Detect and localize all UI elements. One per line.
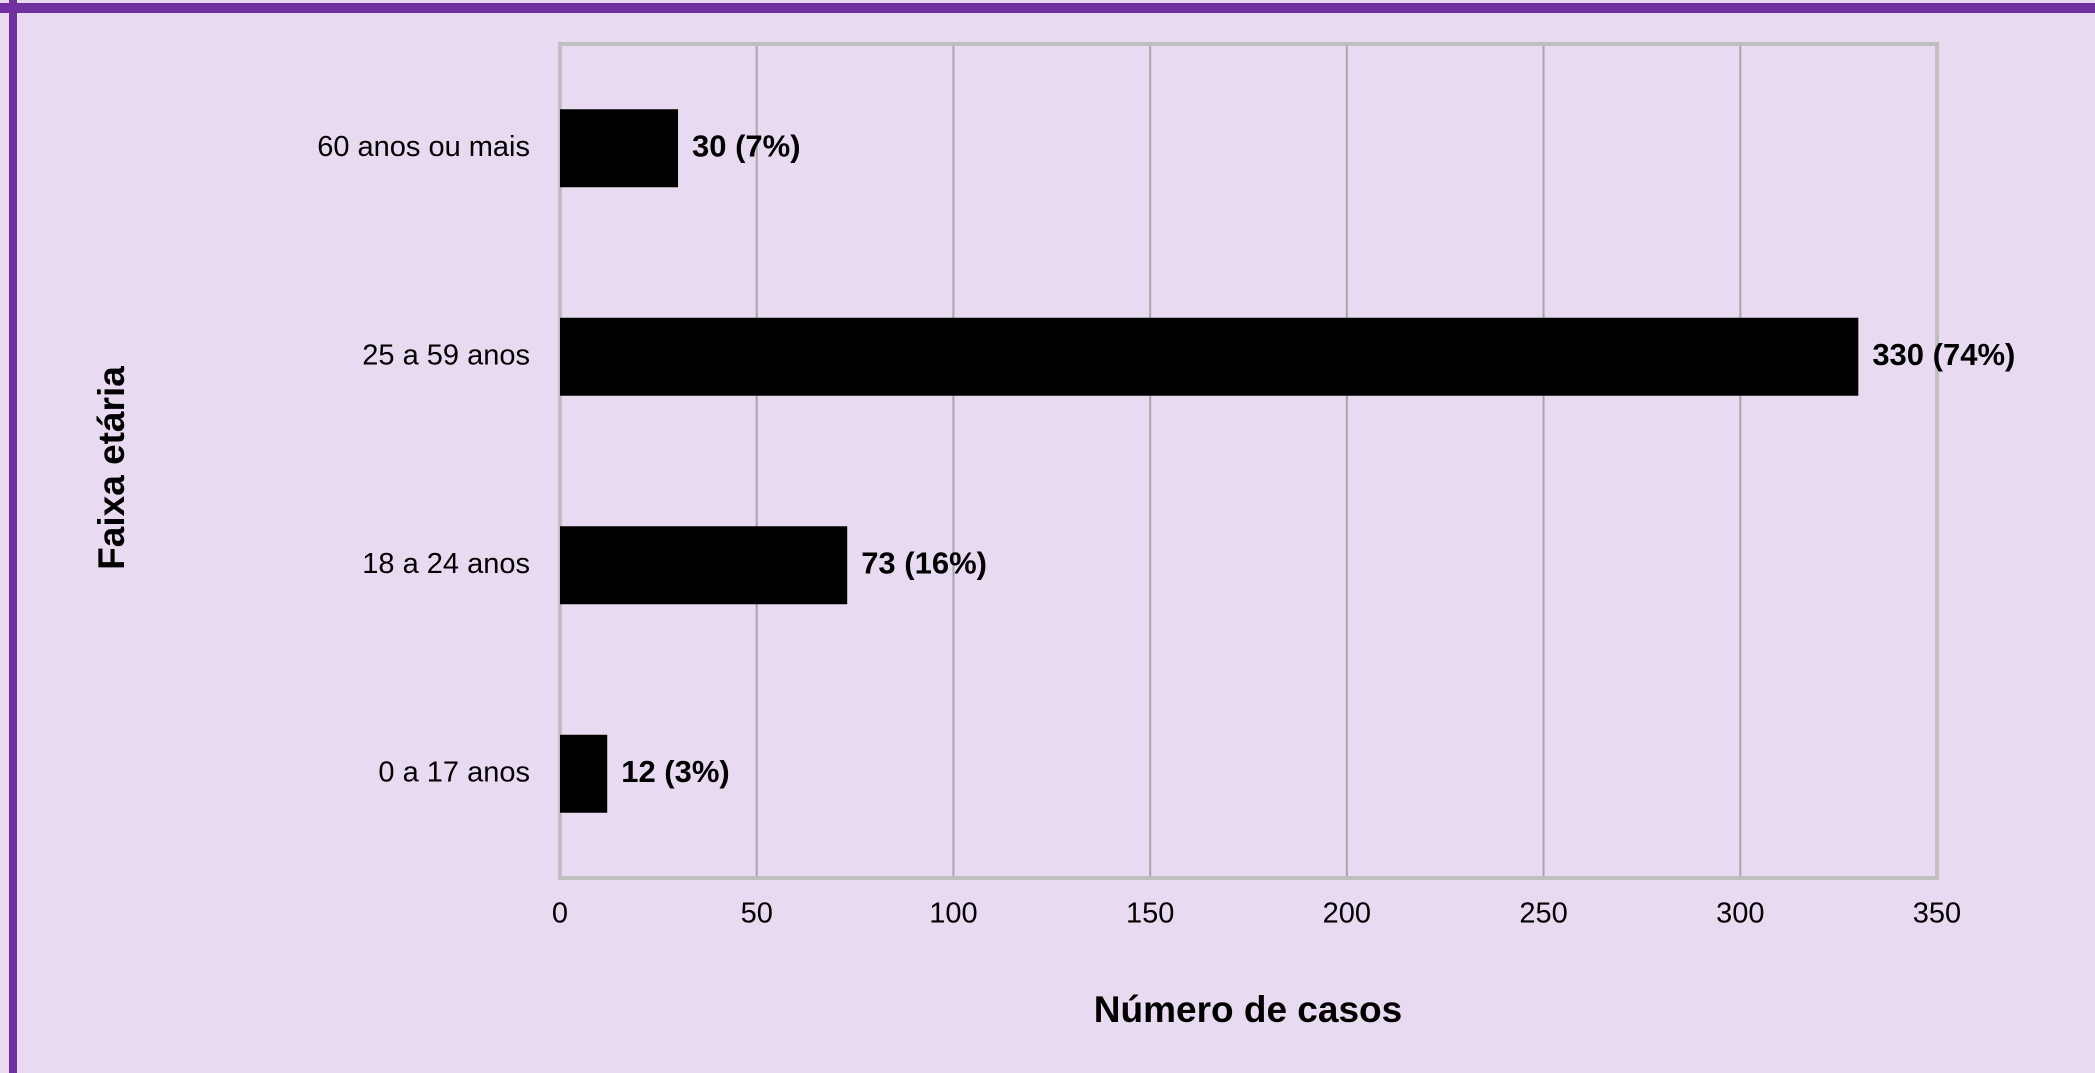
x-tick-label: 250 xyxy=(1519,898,1567,930)
data-label: 73 (16%) xyxy=(861,545,987,580)
data-label: 30 (7%) xyxy=(692,128,801,163)
x-tick-label: 100 xyxy=(929,898,977,930)
x-tick-label: 200 xyxy=(1323,898,1371,930)
bar xyxy=(560,109,679,188)
y-tick-label: 60 anos ou mais xyxy=(317,131,530,163)
bar xyxy=(560,317,1859,396)
x-tick-label: 50 xyxy=(741,898,773,930)
data-label: 12 (3%) xyxy=(621,754,730,789)
x-tick-label: 150 xyxy=(1126,898,1174,930)
x-axis-title: Número de casos xyxy=(1094,989,1402,1030)
data-label: 330 (74%) xyxy=(1872,337,2015,372)
x-tick-label: 0 xyxy=(552,898,568,930)
y-tick-label: 0 a 17 anos xyxy=(378,756,530,788)
y-tick-label: 18 a 24 anos xyxy=(362,548,530,580)
x-tick-label: 300 xyxy=(1716,898,1764,930)
y-axis-title: Faixa etária xyxy=(91,366,132,570)
bar xyxy=(560,734,608,813)
x-tick-label: 350 xyxy=(1913,898,1961,930)
plot-border xyxy=(558,42,1939,880)
y-tick-label: 25 a 59 anos xyxy=(362,339,530,371)
bar xyxy=(560,526,848,605)
